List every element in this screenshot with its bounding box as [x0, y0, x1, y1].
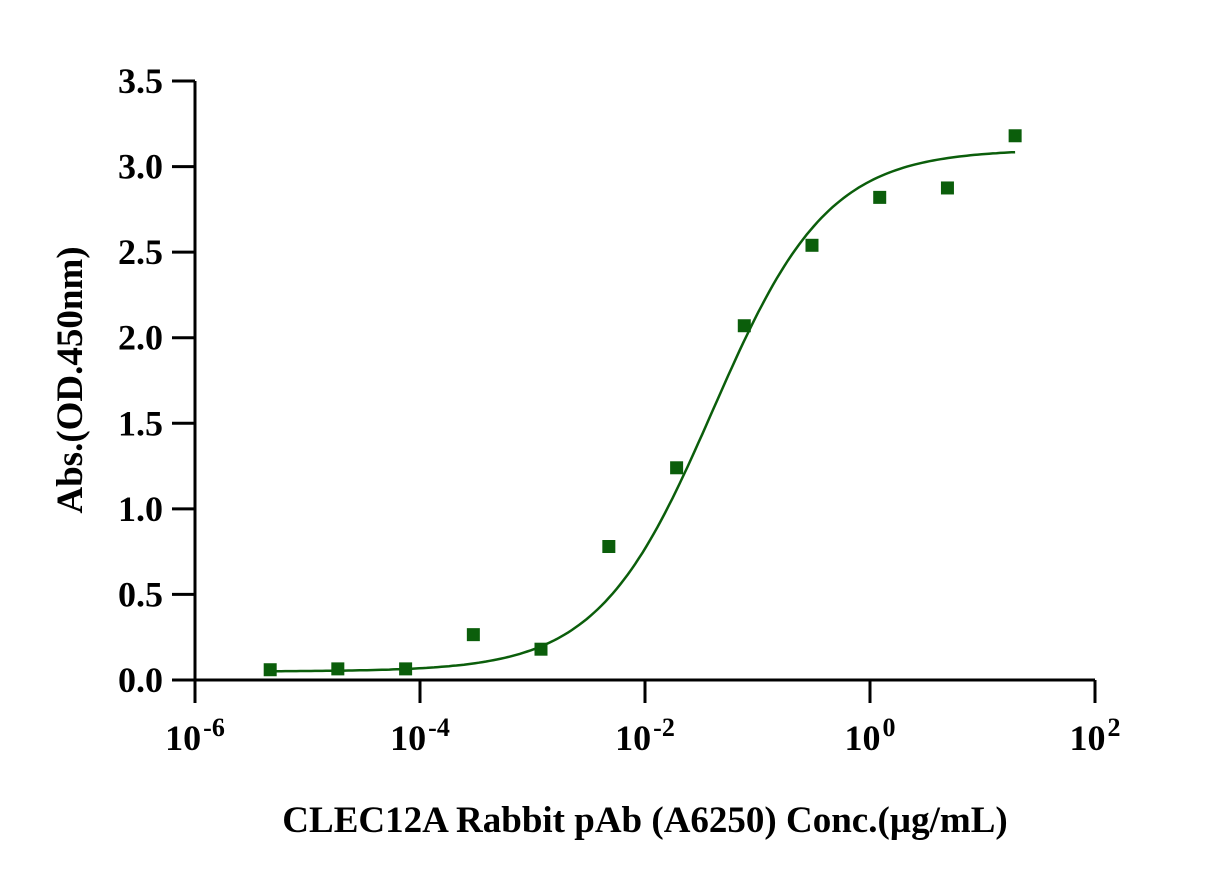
data-point [737, 319, 751, 333]
y-tick-label: 0.5 [118, 574, 163, 614]
x-tick-label: 102 [1070, 713, 1121, 758]
data-point [331, 662, 345, 676]
x-tick-label: 100 [845, 713, 896, 758]
y-tick-label: 2.0 [118, 318, 163, 358]
data-point [1008, 129, 1022, 143]
y-tick-label: 1.0 [118, 489, 163, 529]
data-point [670, 461, 684, 475]
data-point [534, 642, 548, 656]
data-point [399, 662, 413, 676]
y-tick-label: 3.0 [118, 147, 163, 187]
y-tick-label: 2.5 [118, 232, 163, 272]
data-point [805, 238, 819, 252]
data-point [602, 540, 616, 554]
data-point [466, 628, 480, 642]
y-axis-label: Abs.(OD.450nm) [50, 246, 91, 513]
x-tick-label: 10-4 [390, 713, 450, 758]
x-axis-label: CLEC12A Rabbit pAb (A6250) Conc.(µg/mL) [282, 800, 1007, 841]
y-tick-label: 0.0 [118, 660, 163, 700]
x-tick-label: 10-2 [615, 713, 675, 758]
axes: 0.0 0.5 1.0 1.5 2.0 2.5 3.0 3.5 10-6 10-4 10-2 100 1… [118, 61, 1121, 758]
data-point [263, 663, 277, 677]
data-point [873, 190, 887, 204]
data-point [940, 181, 954, 195]
y-tick-label: 3.5 [118, 61, 163, 101]
y-tick-label: 1.5 [118, 403, 163, 443]
x-tick-label: 10-6 [165, 713, 225, 758]
fit-curve [270, 150, 1016, 673]
data-points [263, 129, 1022, 677]
